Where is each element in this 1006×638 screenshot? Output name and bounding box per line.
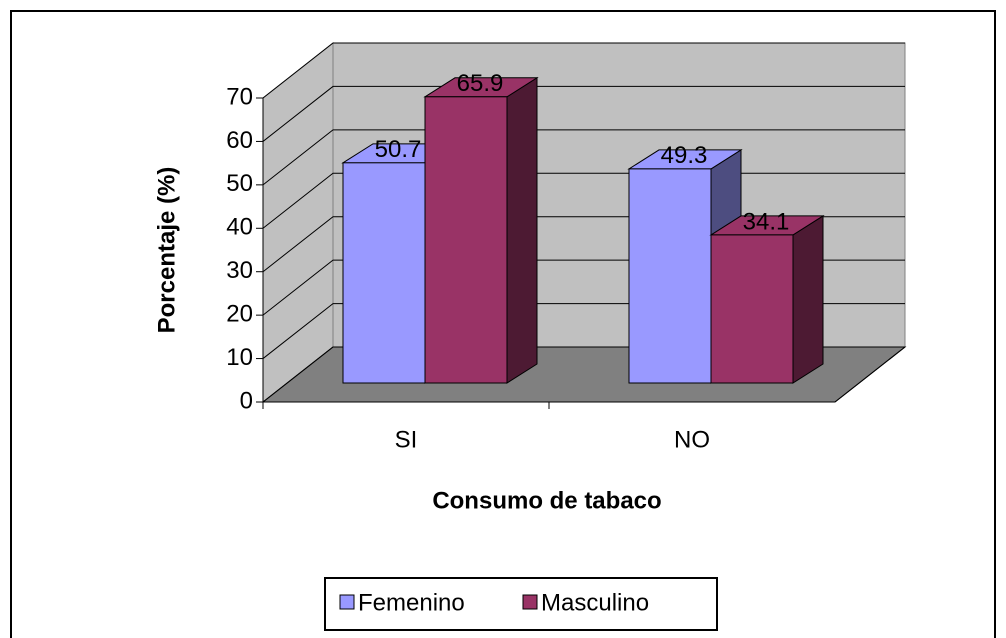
bar-side bbox=[792, 215, 824, 384]
bar bbox=[424, 96, 508, 384]
legend-label: Femenino bbox=[358, 589, 465, 616]
side-wall bbox=[262, 41, 334, 404]
data-label: 50.7 bbox=[375, 136, 422, 163]
grid-line bbox=[262, 42, 905, 99]
x-axis-title: Consumo de tabaco bbox=[432, 487, 661, 514]
floor-edge bbox=[834, 346, 906, 403]
bar bbox=[342, 162, 426, 384]
data-label: 65.9 bbox=[457, 70, 504, 97]
bar-side bbox=[506, 76, 538, 384]
legend-label: Masculino bbox=[541, 589, 649, 616]
legend-items: Femenino Masculino bbox=[339, 589, 649, 616]
y-tick-label: 10 bbox=[226, 344, 253, 371]
x-tick-label: SI bbox=[395, 426, 418, 453]
data-label: 34.1 bbox=[743, 208, 790, 235]
y-tick-label: 60 bbox=[226, 127, 253, 154]
grid-line bbox=[262, 85, 905, 142]
y-tick-label: 0 bbox=[240, 387, 253, 414]
legend bbox=[324, 577, 718, 631]
y-tick-label: 30 bbox=[226, 257, 253, 284]
y-tick-label: 70 bbox=[226, 83, 253, 110]
y-tick-label: 40 bbox=[226, 214, 253, 241]
grid-line bbox=[262, 129, 905, 186]
y-axis-title: Porcentaje (%) bbox=[153, 167, 180, 334]
y-tick-label: 50 bbox=[226, 170, 253, 197]
data-label: 49.3 bbox=[661, 142, 708, 169]
legend-swatch bbox=[339, 594, 355, 610]
bar bbox=[710, 234, 794, 384]
y-tick-label: 20 bbox=[226, 300, 253, 327]
legend-swatch bbox=[522, 594, 538, 610]
bar bbox=[628, 168, 712, 384]
x-tick-label: NO bbox=[674, 426, 710, 453]
bars: 50.7 65.9 49.3 34.1 bbox=[341, 70, 825, 384]
